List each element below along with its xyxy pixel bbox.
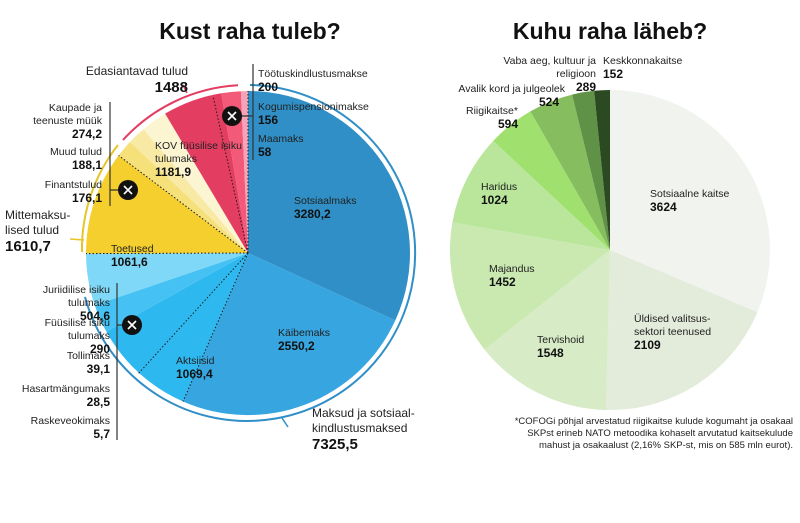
slice-kaibemaks[interactable] [183, 253, 396, 416]
expand-button-edasiantavad[interactable] [222, 106, 242, 126]
slice-riigikaitse[interactable] [493, 111, 610, 251]
left-chart-title: Kust raha tuleb? [159, 18, 341, 44]
label-aktsiisid: Aktsiisid 1069,4 [176, 355, 215, 381]
label-sotsiaalmaks: Sotsiaalmaks 3280,2 [294, 195, 357, 221]
right-pie [449, 90, 770, 411]
label-fuusilise-isiku-tulumaks: Füüsilise isiku tulumaks 290 [44, 317, 110, 356]
slice-finantstulud[interactable] [118, 142, 248, 253]
label-uldised-teenused: Üldised valitsus-sektori teenused 2109 [634, 313, 712, 352]
slice-kov-tulumaks[interactable] [165, 93, 248, 253]
group-label-maksud: Maksud ja sotsiaal-kindlustusmaksed 7325,… [312, 406, 415, 453]
group-label-edasiantavad: Edasiantavad tulud 1488 [85, 64, 188, 96]
slice-haridus[interactable] [452, 140, 610, 250]
label-toetused: Toetused 1061,6 [111, 243, 154, 269]
slice-sotsiaalne-kaitse[interactable] [610, 90, 770, 313]
label-maamaks: Maamaks 58 [258, 133, 304, 159]
group-label-mittemaksu: Mittemaksu-lised tulud 1610,7 [5, 208, 71, 255]
label-avalik-kord: Avalik kord ja julgeolek 524 [458, 83, 565, 109]
slice-avalik-kord[interactable] [530, 94, 610, 250]
label-tollimaks: Tollimaks 39,1 [66, 350, 110, 376]
slice-keskkonnakaitse[interactable] [594, 90, 610, 250]
expand-button-mittemaksu[interactable] [118, 180, 138, 200]
label-riigikaitse: Riigikaitse* 594 [466, 105, 519, 131]
label-tootuskindlustusmakse: Töötuskindlustusmakse 200 [258, 68, 368, 94]
label-finantstulud: Finantstulud 176,1 [44, 179, 102, 205]
slice-uldised-teenused[interactable] [606, 250, 758, 411]
slice-vaba-aeg[interactable] [572, 90, 610, 250]
footnote: *COFOGi põhjal arvestatud riigikaitse ku… [514, 416, 793, 451]
arc-edasiantavad [122, 84, 239, 141]
slice-muud-tulud[interactable] [129, 129, 248, 253]
slice-tootuskindlustusmakse[interactable] [221, 91, 248, 253]
label-tervishoid: Tervishoid 1548 [537, 334, 585, 360]
slice-majandus[interactable] [449, 222, 610, 350]
slice-kaupade-muuk[interactable] [143, 113, 249, 253]
label-keskkonnakaitse: Keskkonnakaitse 152 [603, 55, 683, 81]
label-kaibemaks: Käibemaks 2550,2 [278, 327, 330, 353]
label-vaba-aeg: Vaba aeg, kultuur ja religioon 289 [503, 55, 596, 94]
left-pie [69, 64, 417, 440]
label-raskeveokimaks: Raskeveokimaks 5,7 [30, 415, 110, 441]
label-kov-tulumaks: KOV füüsilise isiku tulumaks 1181,9 [155, 140, 242, 179]
label-muud-tulud: Muud tulud 188,1 [50, 146, 102, 172]
slice-kogumispensionimakse[interactable] [240, 91, 248, 253]
slice-fuusilise-isiku-tulumaks[interactable] [94, 253, 248, 332]
slice-juriidilise-isiku-tulumaks[interactable] [86, 253, 248, 306]
slice-toetused[interactable] [85, 155, 248, 254]
label-kogumispensionimakse: Kogumispensionimakse 156 [258, 101, 369, 127]
slice-tervishoid[interactable] [484, 250, 610, 410]
slice-sotsiaalmaks[interactable] [248, 91, 410, 321]
label-majandus: Majandus 1452 [489, 263, 535, 289]
label-juriidilise-isiku-tulumaks: Juriidilise isiku tulumaks 504,6 [42, 284, 110, 323]
right-chart-title: Kuhu raha läheb? [512, 18, 708, 44]
arc-maksud [84, 84, 417, 422]
label-haridus: Haridus 1024 [481, 181, 518, 207]
expand-button-maksud[interactable] [122, 315, 142, 335]
slice-aktsiisid[interactable] [106, 253, 248, 402]
label-kaupade-muuk: Kaupade ja teenuste müük 274,2 [33, 102, 102, 141]
label-hasartmangumaks: Hasartmängumaks 28,5 [21, 383, 110, 409]
label-sotsiaalne-kaitse: Sotsiaalne kaitse 3624 [650, 188, 730, 214]
